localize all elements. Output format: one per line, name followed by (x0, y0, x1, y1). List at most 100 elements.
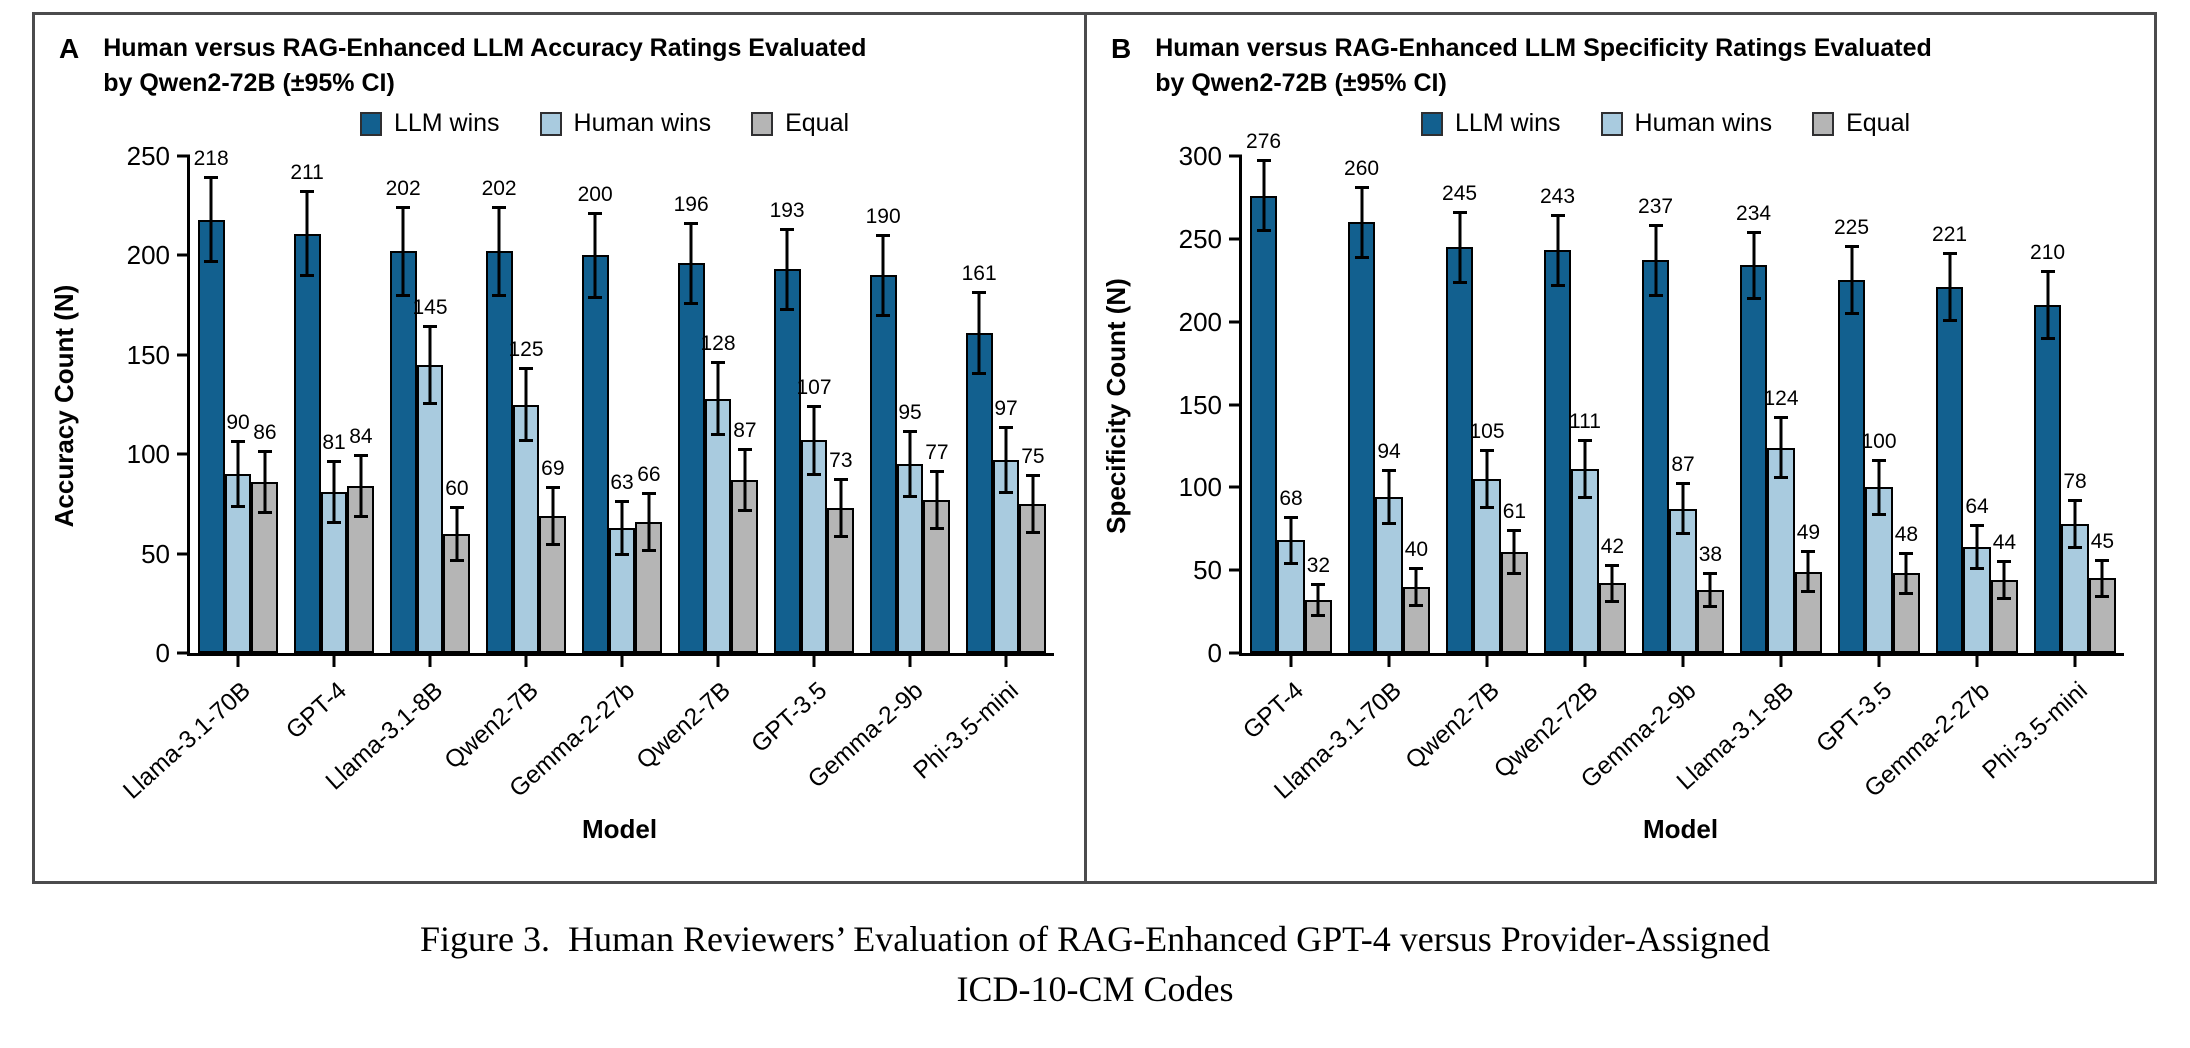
panel-b: B Human versus RAG-Enhanced LLM Specific… (1084, 12, 2157, 884)
value-label: 40 (1404, 537, 1429, 561)
y-tick-mark (1229, 568, 1242, 572)
bar-llm-wins-GPT-3.5 (1837, 280, 1866, 653)
error-bar-line (305, 189, 309, 278)
bar-group-Gemma-2-27b: 200 63 66 Gemma-2-27b (505, 156, 670, 803)
error-bar-line (455, 505, 459, 562)
error-bar-line (1904, 551, 1908, 596)
value-label: 124 (1763, 387, 1799, 411)
value-label: 32 (1306, 554, 1331, 578)
value-label: 42 (1600, 534, 1625, 558)
bar-group-Gemma-2-27b: 221 64 44 Gemma-2-27b (1860, 156, 2026, 803)
y-tick-label: 150 (126, 339, 170, 370)
value-label: 234 (1736, 201, 1772, 225)
error-bar-line (908, 430, 912, 498)
bar-equal-GPT-4 (347, 486, 375, 653)
x-tick-label: Phi-3.5-mini (1977, 677, 2094, 785)
bar-llm-wins-Gemma-2-9b (869, 275, 897, 653)
error-bar-line (1681, 482, 1685, 536)
value-label: 190 (865, 204, 901, 228)
error-bar (1284, 515, 1298, 566)
bar-group-GPT-3.5: 225 100 48 GPT-3.5 (1811, 156, 1928, 758)
error-bar (231, 440, 245, 508)
error-bar-line (551, 486, 555, 546)
error-bar (1801, 550, 1816, 594)
error-bar-line (428, 324, 432, 405)
value-label: 202 (385, 176, 421, 200)
value-label: 64 (1965, 494, 1989, 518)
error-bar (1676, 482, 1690, 536)
y-tick-mark (177, 552, 190, 556)
value-label: 95 (898, 401, 922, 425)
value-label: 97 (994, 397, 1018, 421)
y-tick-mark (177, 253, 190, 257)
value-label: 196 (673, 192, 709, 216)
figure-panels: A Human versus RAG-Enhanced LLM Accuracy… (32, 12, 2157, 884)
value-label: 75 (1021, 445, 1045, 469)
bar-human-wins-Qwen2-72B (1571, 469, 1599, 653)
error-bar-line (1850, 245, 1854, 316)
error-bar (588, 211, 603, 300)
error-bar-line (1806, 550, 1810, 594)
error-bar-line (1779, 416, 1783, 480)
legend-item-human-wins: Human wins (1600, 109, 1772, 138)
bar-llm-wins-GPT-3.5 (773, 269, 801, 653)
error-bar-line (881, 233, 885, 318)
error-bar-line (1975, 523, 1979, 571)
value-label: 221 (1932, 223, 1968, 247)
legend-label-llm-wins: LLM wins (1454, 109, 1561, 137)
error-bar-line (593, 211, 597, 300)
error-bar-line (497, 205, 501, 298)
x-tick-mark (1289, 653, 1293, 667)
error-bar (684, 221, 699, 306)
bar-group-GPT-4: 211 81 84 GPT-4 (281, 156, 382, 744)
x-tick-label: Qwen2-7B (631, 677, 737, 775)
error-bar-line (1610, 563, 1614, 604)
error-bar (449, 505, 464, 562)
x-tick-mark (1485, 653, 1489, 667)
error-bar (300, 189, 315, 278)
y-tick-label: 0 (1207, 638, 1222, 668)
bar-group-Phi-3.5-mini: 161 97 75 Phi-3.5-mini (909, 156, 1054, 785)
bar-group-Qwen2-72B: 243 111 42 Qwen2-72B (1489, 156, 1634, 784)
y-tick-mark (177, 452, 190, 456)
value-label: 125 (508, 337, 544, 361)
x-tick-mark (236, 653, 240, 667)
error-bar (545, 486, 560, 546)
error-bar (1703, 571, 1718, 609)
legend-swatch-llm-wins-icon (359, 111, 382, 136)
error-bar-line (1752, 230, 1756, 301)
error-bar-line (1387, 469, 1391, 526)
error-bar (903, 430, 917, 498)
y-tick-mark (177, 353, 190, 357)
value-label: 128 (700, 331, 736, 355)
caption-line-1: Figure 3. Human Reviewers’ Evaluation of … (0, 914, 2190, 964)
bar-human-wins-Qwen2-7B (512, 404, 540, 653)
error-bar-line (401, 205, 405, 298)
x-tick-mark (620, 653, 624, 667)
legend-a: LLM wins Human wins Equal (35, 109, 1084, 138)
bar-llm-wins-GPT-4 (293, 233, 321, 653)
x-tick-mark (1779, 653, 1783, 667)
error-bar-line (839, 478, 843, 538)
error-bar (737, 448, 752, 512)
error-bar (1871, 459, 1886, 516)
error-bar (396, 205, 411, 298)
value-label: 245 (1442, 181, 1478, 205)
legend-label-human-wins: Human wins (573, 109, 712, 137)
error-bar-line (1414, 566, 1418, 607)
x-axis-title-a: Model (581, 814, 658, 844)
error-bar (641, 492, 656, 552)
error-bar (1942, 252, 1957, 322)
figure-caption: Figure 3. Human Reviewers’ Evaluation of … (0, 914, 2190, 1015)
error-bar (806, 404, 821, 477)
bar-llm-wins-Gemma-2-9b (1641, 260, 1670, 653)
value-label: 210 (2030, 241, 2066, 265)
x-tick-label: GPT-3.5 (746, 677, 833, 759)
value-label: 202 (481, 176, 517, 200)
error-bar-line (1031, 474, 1035, 534)
bar-group-Phi-3.5-mini: 210 78 45 Phi-3.5-mini (1978, 156, 2124, 785)
y-tick-label: 50 (141, 538, 170, 569)
error-bar (1844, 245, 1859, 316)
panel-b-letter: B (1111, 33, 1132, 64)
y-tick-label: 200 (1178, 306, 1222, 337)
